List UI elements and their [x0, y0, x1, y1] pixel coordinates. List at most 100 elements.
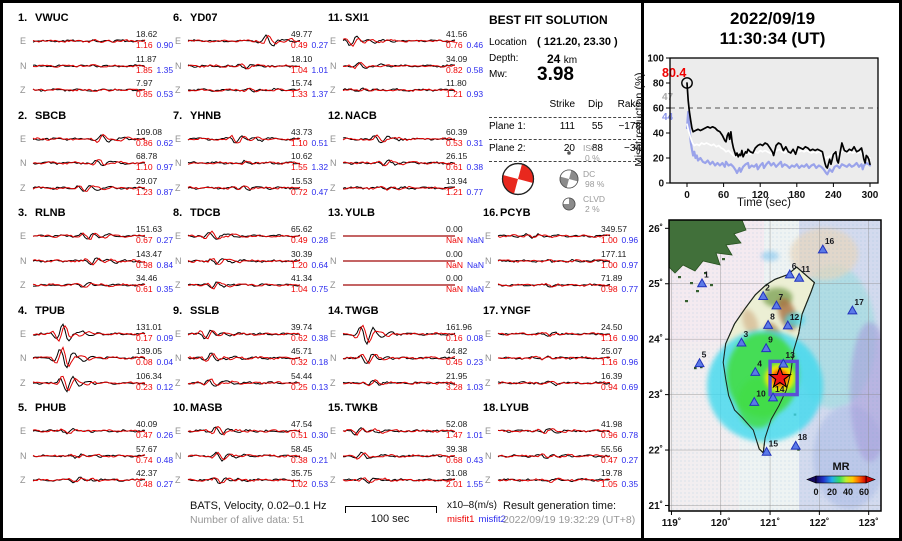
plane1-rake: −178: [618, 121, 641, 132]
event-time: 11:30:34 (UT): [719, 29, 826, 48]
misfit1-value: 3.28: [446, 381, 463, 392]
misfit1-value: 1.20: [291, 259, 308, 270]
component-label: Z: [20, 280, 26, 290]
amplitude-value: 21.95: [446, 370, 468, 381]
misfit2-value: 0.90: [621, 332, 639, 343]
waveform-plot: [187, 184, 301, 191]
svg-text:23˚: 23˚: [649, 389, 663, 401]
trace-row-TDCB-E: E 65.62 0.49 0.28: [173, 224, 328, 248]
svg-text:100: 100: [647, 54, 664, 65]
annotation-mid: 47: [662, 92, 674, 103]
component-label: Z: [175, 280, 181, 290]
amplitude-value: 139.05: [136, 346, 162, 356]
amplitude-value: 131.01: [136, 321, 162, 332]
misfit2-value: 0.04: [156, 357, 174, 367]
component-label: N: [175, 158, 182, 168]
trace-values: 44.82 0.45 0.23: [446, 346, 486, 368]
clvd-beachball-icon: [562, 197, 576, 211]
waveform-plot: [497, 355, 611, 361]
trace-values: 30.39 1.20 0.64: [291, 249, 331, 271]
trace-values: 106.34 0.23 0.12: [136, 371, 176, 393]
misfit1-value: 1.33: [291, 89, 308, 99]
col-dip: Dip: [587, 99, 603, 110]
waveform-plot: [497, 232, 611, 239]
misfit2-value: 0.43: [466, 454, 484, 465]
svg-text:98 %: 98 %: [585, 179, 605, 189]
trace-values: 0.00 NaN NaN: [446, 273, 486, 295]
waveform-plot: [343, 235, 455, 237]
station-number-4: 4: [757, 358, 762, 368]
amplitude-value: 15.74: [291, 78, 313, 88]
best-fit-panel: BEST FIT SOLUTION Location ( 121.20, 23.…: [489, 11, 645, 214]
trace-values: 177.11 1.00 0.97: [601, 249, 641, 271]
waveform-plot: [342, 35, 456, 47]
misfit1-value: NaN: [446, 235, 464, 245]
waveform-plot: [342, 477, 456, 484]
amplitude-value: 143.47: [136, 248, 162, 259]
trace-row-TDCB-Z: Z 41.34 1.04 0.75: [173, 273, 328, 297]
station-header: 12. NACB: [328, 109, 377, 122]
misfit2-value: 0.51: [311, 137, 329, 148]
component-label: N: [175, 255, 182, 266]
trace-values: 18.62 1.16 0.90: [136, 29, 176, 51]
station-header: 15. TWKB: [328, 402, 378, 414]
svg-text:180: 180: [788, 190, 805, 201]
amplitude-value: 41.56: [446, 29, 468, 39]
misfit1-value: 0.49: [291, 235, 308, 245]
waveform-plot: [497, 428, 611, 434]
misfit1-value: 1.55: [291, 162, 308, 172]
result-time-value: 2022/09/19 19:32:29 (UT+8): [503, 514, 636, 526]
component-label: E: [330, 426, 337, 436]
waveform-plot: [187, 477, 301, 485]
misfit1-value: 0.38: [291, 454, 308, 465]
waveform-plot: [32, 282, 146, 288]
amplitude-value: 349.57: [601, 224, 627, 234]
station-marker-9: [760, 342, 772, 353]
amplitude-value: 34.46: [136, 273, 158, 283]
trace-values: 65.62 0.49 0.28: [291, 224, 331, 246]
waveform-plot: [32, 452, 146, 459]
plane2-strike: 20: [563, 143, 575, 154]
component-label: E: [20, 328, 27, 339]
component-label: N: [20, 255, 27, 266]
best-fit-title: BEST FIT SOLUTION: [489, 13, 608, 27]
svg-text:40: 40: [843, 487, 853, 497]
amplitude-value: 39.38: [446, 443, 468, 454]
misfit1-value: 0.08: [136, 357, 153, 367]
trace-row-MASB-E: E 47.54 0.51 0.30: [173, 419, 328, 443]
waveform-plot: [497, 380, 611, 386]
misfit1-value: 1.16: [601, 332, 618, 343]
trace-row-VWUC-N: N 11.87 1.85 1.35: [18, 54, 173, 78]
station-header: 2. SBCB: [18, 109, 67, 122]
trace-values: 151.63 0.67 0.27: [136, 224, 176, 246]
svg-text:2 %: 2 %: [585, 204, 600, 214]
trace-row-NACB-Z: Z 13.94 1.21 0.77: [328, 176, 483, 200]
waveform-plot: [187, 257, 301, 265]
component-label: E: [330, 133, 337, 144]
waveform-plot: [343, 259, 455, 262]
component-label: Z: [20, 475, 26, 485]
misfit2-value: 0.28: [311, 235, 329, 245]
waveform-plot: [32, 427, 146, 435]
trace-row-YULB-N: N 0.00 NaN NaN: [328, 249, 484, 273]
misfit2-value: 0.35: [621, 479, 639, 489]
svg-text:ISO: ISO: [583, 143, 598, 153]
waveform-plot: [342, 61, 456, 69]
station-marker-17: [847, 305, 858, 315]
trace-values: 68.78 1.10 0.97: [136, 151, 176, 173]
component-label: N: [20, 158, 27, 168]
station-marker-4: [750, 366, 761, 376]
station-header: 3. RLNB: [18, 207, 66, 219]
plane2-rake: −34: [624, 143, 641, 154]
waveform-plot: [497, 452, 611, 459]
station-number-8: 8: [770, 311, 775, 321]
misfit2-value: NaN: [467, 284, 485, 294]
trace-row-TPUB-Z: Z 106.34 0.23 0.12: [18, 371, 173, 395]
station-header: 7. YHNB: [173, 109, 222, 122]
trace-values: 58.45 0.38 0.21: [291, 444, 331, 466]
annotation-low: 44: [662, 112, 674, 123]
trace-row-SBCB-E: E 109.08 0.86 0.62: [18, 127, 173, 151]
misfit1-value: 0.67: [136, 235, 153, 245]
trace-row-YNGF-N: N 25.07 1.16 0.96: [483, 346, 638, 370]
plane1-strike: 111: [559, 121, 575, 132]
